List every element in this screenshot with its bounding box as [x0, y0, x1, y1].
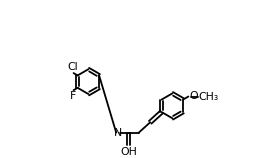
Text: OH: OH: [120, 147, 137, 157]
Text: F: F: [70, 91, 76, 101]
Text: N: N: [114, 128, 122, 138]
Text: Cl: Cl: [67, 62, 78, 72]
Text: CH₃: CH₃: [199, 91, 219, 102]
Text: O: O: [189, 91, 198, 101]
